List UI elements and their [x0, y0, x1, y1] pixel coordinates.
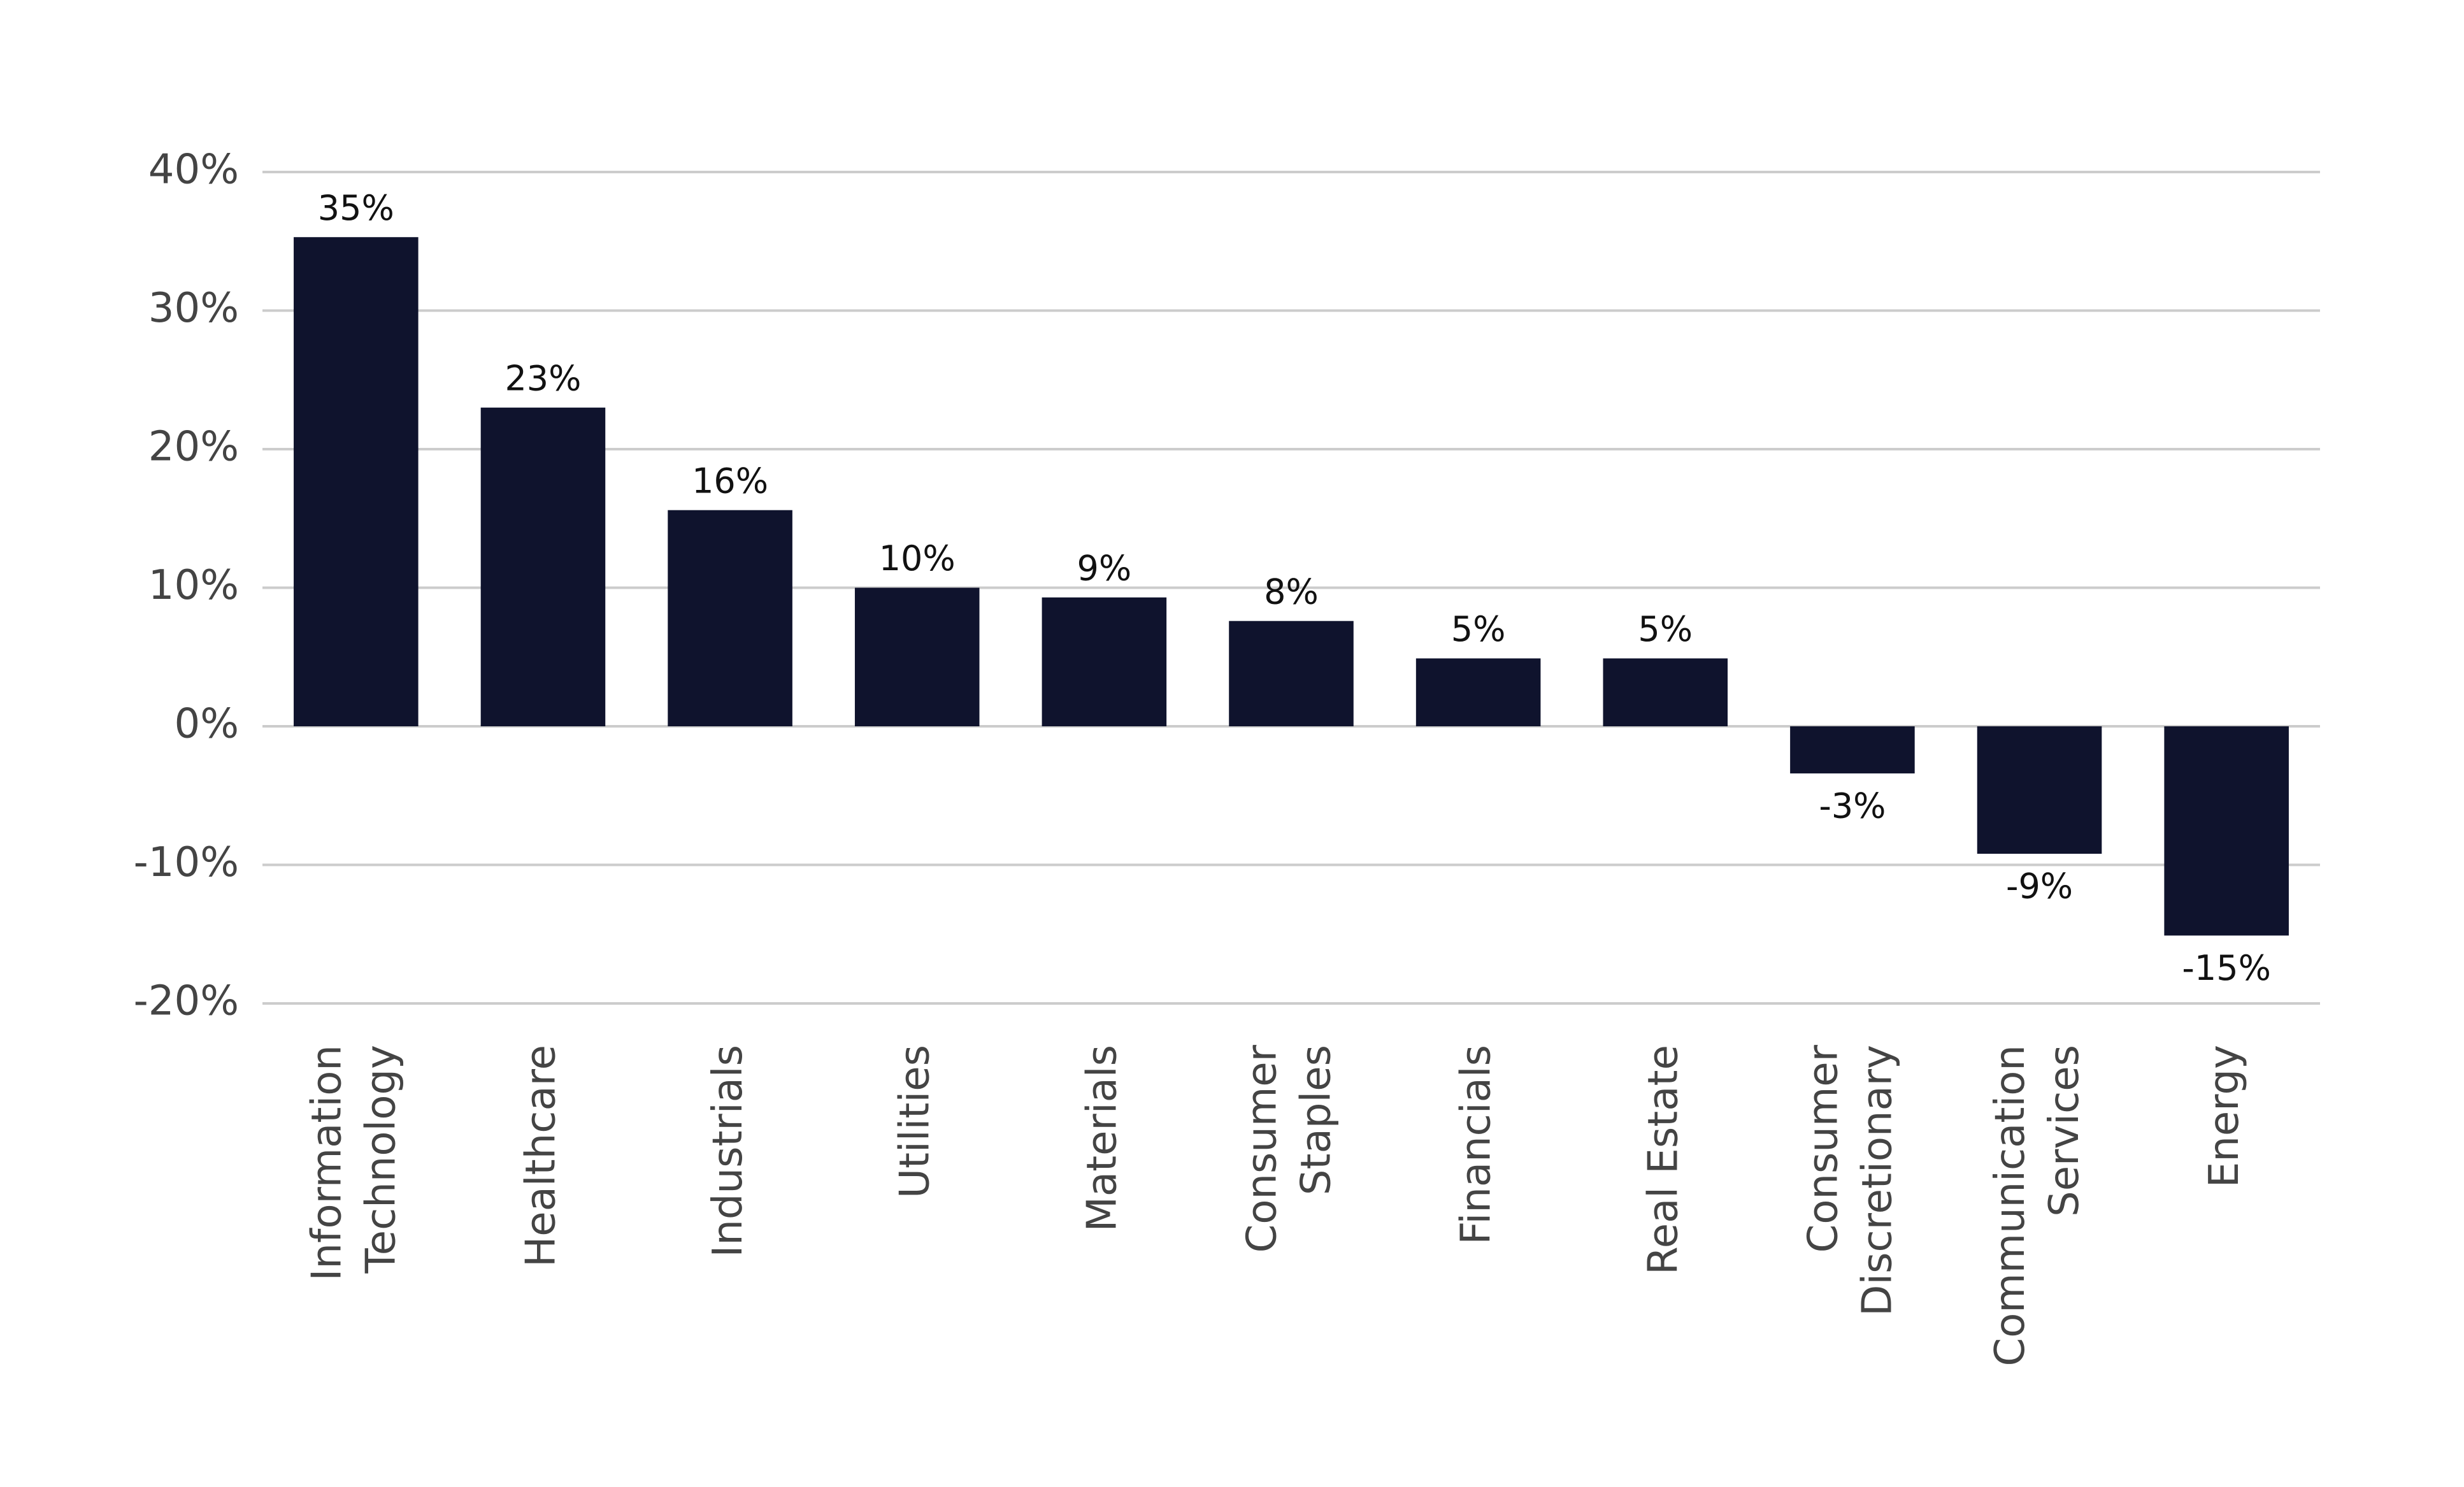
x-tick-label: Healthcare	[517, 1045, 564, 1267]
bar	[1415, 658, 1541, 726]
y-tick-label: 30%	[148, 285, 239, 332]
y-tick-label: 40%	[148, 147, 239, 194]
x-tick-label: Utilities	[891, 1045, 938, 1198]
bar	[1042, 597, 1167, 726]
bar	[294, 237, 419, 727]
data-label: 16%	[692, 461, 768, 501]
y-tick-label: 10%	[148, 562, 239, 609]
x-tick-label: Energy	[2201, 1045, 2248, 1188]
x-tick-label: Industrials	[705, 1045, 752, 1258]
data-label: 23%	[505, 358, 581, 398]
x-tick-label: Consumer Discretionary	[1800, 1044, 1901, 1316]
y-tick-label: -10%	[134, 839, 239, 886]
bar	[2164, 726, 2289, 936]
bar	[1790, 726, 1915, 773]
x-tick-label: Financials	[1452, 1045, 1500, 1245]
bar	[1229, 621, 1354, 726]
data-label: 5%	[1451, 609, 1506, 649]
data-label: -15%	[2182, 948, 2271, 988]
x-tick-label: Materials	[1078, 1045, 1126, 1232]
x-tick-label: Consumer Staples	[1238, 1044, 1340, 1253]
x-tick-label: Information Technology	[303, 1045, 405, 1281]
data-label: 8%	[1264, 571, 1319, 612]
bar	[668, 510, 792, 726]
bar	[1603, 658, 1728, 726]
data-label: 5%	[1638, 609, 1693, 649]
bar	[854, 587, 980, 726]
data-label: -3%	[1819, 786, 1886, 826]
bar	[1977, 726, 2102, 854]
bar	[480, 407, 606, 726]
y-tick-label: 20%	[148, 424, 239, 471]
data-label: -9%	[2006, 866, 2073, 907]
y-tick-label: 0%	[174, 701, 239, 748]
data-label: 10%	[879, 538, 956, 578]
x-tick-label: Communication Services	[1987, 1045, 2088, 1366]
data-label: 35%	[318, 188, 394, 228]
x-tick-label: Real Estate	[1640, 1045, 1687, 1275]
data-label: 9%	[1077, 548, 1132, 588]
y-tick-label: -20%	[134, 978, 239, 1025]
